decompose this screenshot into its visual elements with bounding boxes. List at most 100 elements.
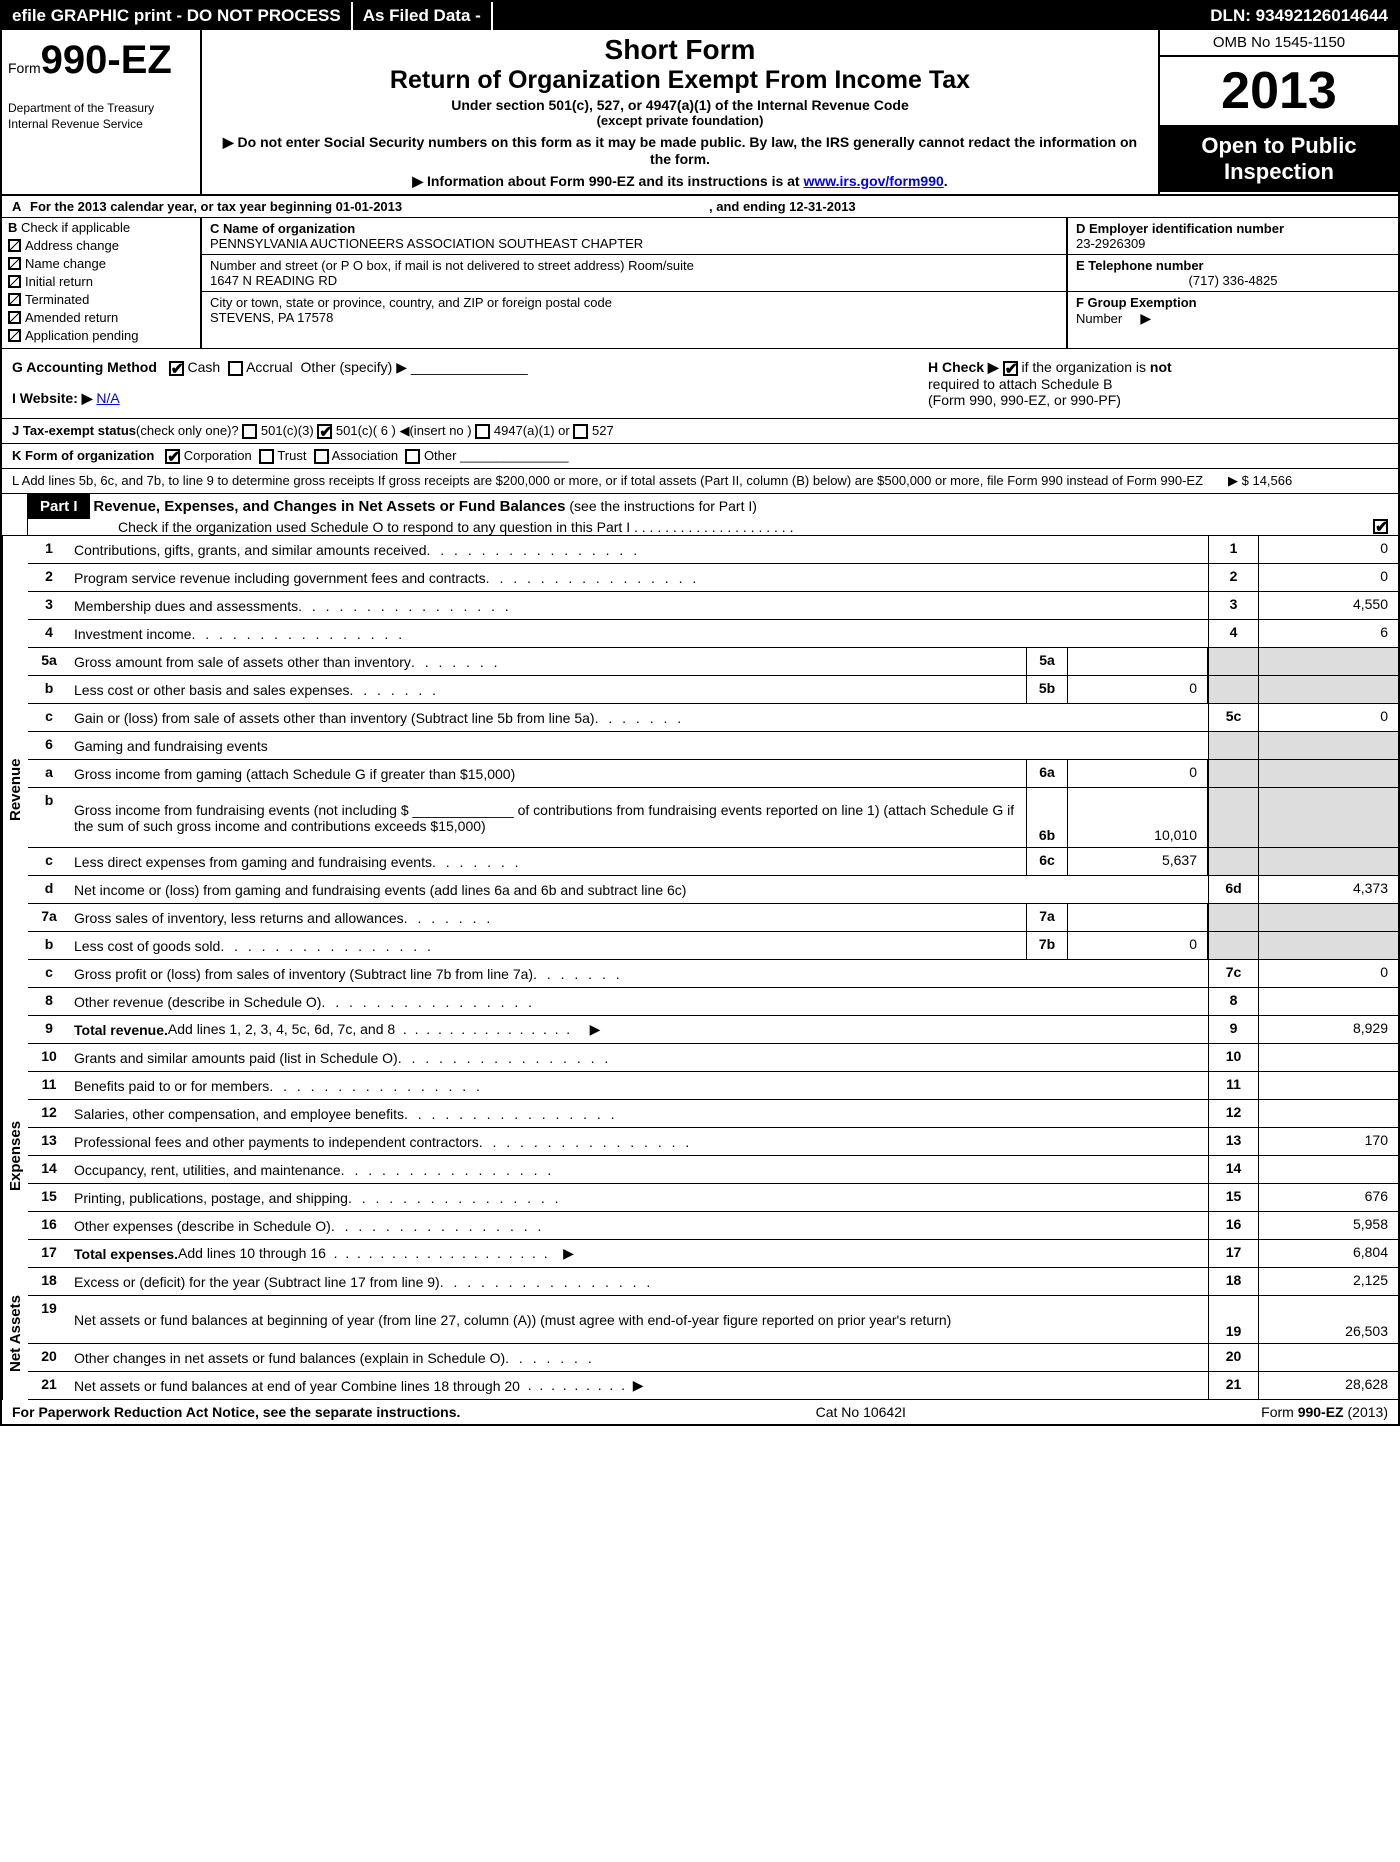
- c-name-value: PENNSYLVANIA AUCTIONEERS ASSOCIATION SOU…: [210, 236, 1058, 251]
- side-spacer: [2, 494, 28, 535]
- ln-shade: [1208, 932, 1258, 959]
- ln-desc: Net assets or fund balances at beginning…: [70, 1296, 1208, 1343]
- ln-desc: Gross profit or (loss) from sales of inv…: [70, 960, 1208, 987]
- ck-address[interactable]: Address change: [8, 238, 194, 253]
- ln-rno: 19: [1208, 1296, 1258, 1343]
- section-b: B Check if applicable Address change Nam…: [2, 218, 202, 348]
- ln-desc: Gross income from gaming (attach Schedul…: [70, 760, 1026, 787]
- ln-desc: Program service revenue including govern…: [70, 564, 1208, 591]
- ck-name[interactable]: Name change: [8, 256, 194, 271]
- footer-year: (2013): [1344, 1404, 1388, 1420]
- ln-no: 20: [28, 1344, 70, 1371]
- line-6c: cLess direct expenses from gaming and fu…: [28, 848, 1398, 876]
- ck-terminated[interactable]: Terminated: [8, 292, 194, 307]
- checkbox-501c3[interactable]: [242, 424, 257, 439]
- h-text3: required to attach Schedule B: [928, 376, 1112, 392]
- header-mid: Short Form Return of Organization Exempt…: [202, 30, 1158, 194]
- ck-initial[interactable]: Initial return: [8, 274, 194, 289]
- irs-link[interactable]: www.irs.gov/form990: [803, 173, 943, 189]
- checkbox-527[interactable]: [573, 424, 588, 439]
- ln-desc: Gross sales of inventory, less returns a…: [70, 904, 1026, 931]
- form-number: 990-EZ: [41, 38, 172, 82]
- line-15: 15Printing, publications, postage, and s…: [28, 1184, 1398, 1212]
- page-footer: For Paperwork Reduction Act Notice, see …: [2, 1400, 1398, 1424]
- ln-no: d: [28, 876, 70, 903]
- l-text: L Add lines 5b, 6c, and 7b, to line 9 to…: [12, 473, 1228, 489]
- dln-value: 93492126014644: [1256, 6, 1388, 25]
- checkbox-trust[interactable]: [259, 449, 274, 464]
- line-5c: cGain or (loss) from sale of assets othe…: [28, 704, 1398, 732]
- ln-rno: 13: [1208, 1128, 1258, 1155]
- line-20: 20Other changes in net assets or fund ba…: [28, 1344, 1398, 1372]
- d-label: D Employer identification number: [1076, 221, 1390, 236]
- k-section: K Form of organization Corporation Trust…: [2, 444, 1398, 469]
- expenses-side-label: Expenses: [2, 1044, 28, 1268]
- part1-check-row: Check if the organization used Schedule …: [28, 519, 1398, 535]
- line-a-text1: For the 2013 calendar year, or tax year …: [30, 199, 709, 214]
- revenue-side-label: Revenue: [2, 536, 28, 1044]
- ln-shade: [1258, 848, 1398, 875]
- line-11: 11Benefits paid to or for members11: [28, 1072, 1398, 1100]
- checkbox-4947[interactable]: [475, 424, 490, 439]
- line-8: 8Other revenue (describe in Schedule O)8: [28, 988, 1398, 1016]
- checkbox-corp[interactable]: [165, 449, 180, 464]
- line-2: 2Program service revenue including gover…: [28, 564, 1398, 592]
- ln-no: 13: [28, 1128, 70, 1155]
- h-section: H Check ▶ if the organization is not req…: [918, 349, 1398, 418]
- c-city-row: City or town, state or province, country…: [202, 292, 1066, 328]
- ln-rval: [1258, 1156, 1398, 1183]
- header-right: OMB No 1545-1150 2013 Open to Public Ins…: [1158, 30, 1398, 194]
- form-number-block: Form990-EZ: [8, 38, 194, 83]
- c-street-label: Number and street (or P O box, if mail i…: [210, 258, 1058, 273]
- checkbox-schedule-b[interactable]: [1003, 361, 1018, 376]
- ln-rval: 2,125: [1258, 1268, 1398, 1295]
- checkbox-accrual[interactable]: [228, 361, 243, 376]
- checkbox-cash[interactable]: [169, 361, 184, 376]
- open-line1: Open to Public: [1160, 133, 1398, 159]
- ln-rno: 18: [1208, 1268, 1258, 1295]
- checkbox-501c[interactable]: [317, 424, 332, 439]
- c-city-label: City or town, state or province, country…: [210, 295, 1058, 310]
- l6b-desc1: Gross income from fundraising events (no…: [74, 802, 409, 818]
- ln-no: 18: [28, 1268, 70, 1295]
- ln-rval: [1258, 1344, 1398, 1371]
- ln-mval: 0: [1068, 676, 1208, 703]
- ln-no: 1: [28, 536, 70, 563]
- ln-shade: [1258, 788, 1398, 847]
- j-label: J Tax-exempt status: [12, 423, 136, 438]
- line-10: 10Grants and similar amounts paid (list …: [28, 1044, 1398, 1072]
- expenses-section: Expenses 10Grants and similar amounts pa…: [2, 1044, 1398, 1268]
- j-opt3: 4947(a)(1) or: [494, 423, 570, 438]
- netassets-lines: 18Excess or (deficit) for the year (Subt…: [28, 1268, 1398, 1400]
- efile-notice: efile GRAPHIC print - DO NOT PROCESS: [2, 2, 353, 30]
- ck-amended[interactable]: Amended return: [8, 310, 194, 325]
- g-cash: Cash: [187, 359, 220, 375]
- ck-pending[interactable]: Application pending: [8, 328, 194, 343]
- ln-desc: Total revenue. Add lines 1, 2, 3, 4, 5c,…: [70, 1016, 1208, 1043]
- ln-rval: [1258, 1100, 1398, 1127]
- k-opt0: Corporation: [184, 448, 252, 463]
- ln-mno: 5a: [1026, 648, 1068, 675]
- checkbox-schedule-o[interactable]: [1373, 519, 1388, 534]
- ln-shade: [1208, 760, 1258, 787]
- checkbox-other[interactable]: [405, 449, 420, 464]
- line-a-text2: , and ending 12-31-2013: [709, 199, 1388, 214]
- ln-no: 3: [28, 592, 70, 619]
- dept-line2: Internal Revenue Service: [8, 117, 194, 133]
- l-section: L Add lines 5b, 6c, and 7b, to line 9 to…: [2, 469, 1398, 494]
- ln-rno: 7c: [1208, 960, 1258, 987]
- g-line: G Accounting Method Cash Accrual Other (…: [12, 359, 908, 376]
- ln-shade: [1208, 676, 1258, 703]
- line-7a: 7aGross sales of inventory, less returns…: [28, 904, 1398, 932]
- line-6b: bGross income from fundraising events (n…: [28, 788, 1398, 848]
- ln-rval: 6: [1258, 620, 1398, 647]
- ln-desc: Net income or (loss) from gaming and fun…: [70, 876, 1208, 903]
- netassets-section: Net Assets 18Excess or (deficit) for the…: [2, 1268, 1398, 1400]
- checkbox-assoc[interactable]: [314, 449, 329, 464]
- ln-rno: 17: [1208, 1240, 1258, 1267]
- footer-form: Form 990-EZ (2013): [1261, 1404, 1388, 1420]
- website-link[interactable]: N/A: [96, 390, 119, 406]
- header-left: Form990-EZ Department of the Treasury In…: [2, 30, 202, 194]
- topbar-left: efile GRAPHIC print - DO NOT PROCESS As …: [2, 2, 493, 30]
- ln-rno: 1: [1208, 536, 1258, 563]
